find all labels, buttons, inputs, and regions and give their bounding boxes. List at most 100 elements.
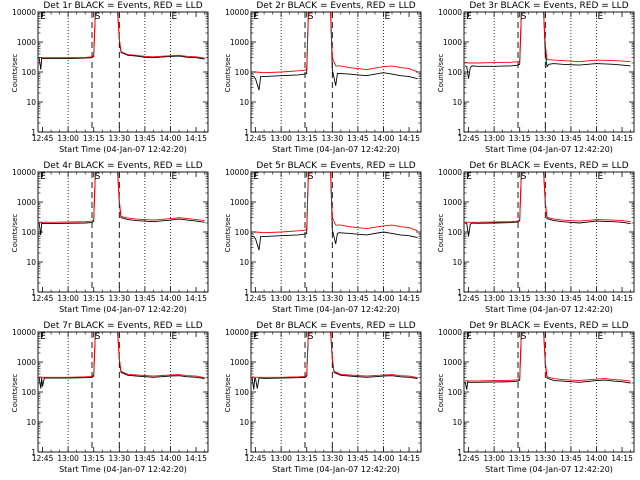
y-tick-label: 100 bbox=[448, 388, 463, 397]
y-tick-label: 10000 bbox=[12, 328, 36, 337]
y-tick-label: 10000 bbox=[12, 8, 36, 17]
time-marker-label: E bbox=[40, 12, 46, 22]
time-marker-label: E bbox=[40, 172, 46, 182]
chart-svg: 1 10 100 1000 10000 12:45 13:00 13:15 13:30 13:45… bbox=[12, 328, 209, 463]
y-tick-label: 1000 bbox=[17, 38, 36, 47]
x-tick-label: 13:00 bbox=[270, 454, 292, 463]
y-tick-label: 10000 bbox=[225, 328, 249, 337]
panel-title: Det 2r BLACK = Events, RED = LLD bbox=[256, 1, 416, 11]
x-tick-label: 13:15 bbox=[83, 454, 105, 463]
plot-frame bbox=[463, 11, 635, 133]
panel-title: Det 7r BLACK = Events, RED = LLD bbox=[43, 321, 203, 331]
y-tick-label: 1 bbox=[31, 288, 36, 297]
y-tick-label: 10000 bbox=[12, 168, 36, 177]
x-tick-label: 13:00 bbox=[57, 134, 79, 143]
x-tick-label: 13:15 bbox=[83, 294, 105, 303]
y-tick-label: 1000 bbox=[17, 358, 36, 367]
x-tick-label: 14:00 bbox=[160, 294, 182, 303]
chart-svg: 1 10 100 1000 10000 12:45 13:00 13:15 13:30 13:45… bbox=[225, 168, 422, 303]
x-tick-label: 12:45 bbox=[245, 294, 267, 303]
x-tick-label: 13:45 bbox=[134, 294, 156, 303]
detector-panel: 1 10 100 1000 10000 12:45 13:00 13:15 13:30 13:45… bbox=[426, 0, 639, 160]
series-line-events bbox=[38, 332, 205, 389]
time-marker-label: E bbox=[597, 332, 603, 342]
y-tick-label: 100 bbox=[22, 68, 37, 77]
x-tick-label: 14:00 bbox=[373, 134, 395, 143]
x-tick-label: 13:30 bbox=[108, 134, 130, 143]
x-tick-label: 14:15 bbox=[611, 294, 633, 303]
detector-panel: 1 10 100 1000 10000 12:45 13:00 13:15 13:30 13:45… bbox=[213, 0, 426, 160]
x-tick-label: 13:45 bbox=[347, 454, 369, 463]
panel-title: Det 9r BLACK = Events, RED = LLD bbox=[469, 321, 629, 331]
x-tick-label: 13:45 bbox=[560, 134, 582, 143]
chart-svg: 1 10 100 1000 10000 12:45 13:00 13:15 13:30 13:45… bbox=[225, 8, 422, 143]
y-tick-label: 10000 bbox=[438, 8, 462, 17]
x-tick-label: 12:45 bbox=[32, 134, 54, 143]
series-line-events bbox=[464, 332, 631, 390]
x-tick-label: 13:00 bbox=[483, 134, 505, 143]
time-marker-label: S bbox=[308, 172, 314, 182]
x-tick-label: 12:45 bbox=[245, 454, 267, 463]
time-marker-label: E bbox=[597, 172, 603, 182]
series-line-lld bbox=[252, 332, 418, 379]
x-tick-label: 14:00 bbox=[586, 134, 608, 143]
time-marker-label: E bbox=[171, 12, 177, 22]
y-tick-label: 1000 bbox=[443, 198, 462, 207]
plot-frame bbox=[463, 331, 635, 453]
x-tick-label: 13:15 bbox=[296, 294, 318, 303]
y-tick-label: 10 bbox=[239, 98, 249, 107]
time-marker-label: S bbox=[95, 332, 101, 342]
time-marker-label: E bbox=[597, 12, 603, 22]
x-tick-label: 12:45 bbox=[458, 134, 480, 143]
y-tick-label: 10 bbox=[26, 418, 36, 427]
x-tick-label: 13:00 bbox=[483, 454, 505, 463]
x-tick-label: 13:00 bbox=[57, 294, 79, 303]
time-marker-label: E bbox=[384, 172, 390, 182]
detector-panel: 1 10 100 1000 10000 12:45 13:00 13:15 13:30 13:45… bbox=[0, 160, 213, 320]
time-marker-label: S bbox=[521, 12, 527, 22]
y-tick-label: 100 bbox=[235, 228, 250, 237]
chart-svg: 1 10 100 1000 10000 12:45 13:00 13:15 13:30 13:45… bbox=[438, 328, 635, 463]
x-tick-label: 14:15 bbox=[398, 294, 420, 303]
y-axis-label: Counts/sec bbox=[224, 53, 232, 93]
y-tick-label: 1 bbox=[244, 448, 249, 457]
y-tick-label: 100 bbox=[22, 388, 37, 397]
time-marker-label: S bbox=[95, 12, 101, 22]
x-tick-label: 12:45 bbox=[32, 454, 54, 463]
y-tick-label: 1 bbox=[457, 448, 462, 457]
y-tick-label: 10 bbox=[26, 258, 36, 267]
x-tick-label: 13:00 bbox=[270, 294, 292, 303]
plot-frame bbox=[37, 171, 209, 293]
time-marker-label: E bbox=[171, 332, 177, 342]
plot-frame bbox=[250, 331, 422, 453]
x-axis-label: Start Time (04-Jan-07 12:42:20) bbox=[272, 145, 400, 154]
time-marker-label: E bbox=[466, 172, 472, 182]
y-tick-label: 10000 bbox=[438, 328, 462, 337]
panel-title: Det 3r BLACK = Events, RED = LLD bbox=[469, 1, 629, 11]
detector-panel: 1 10 100 1000 10000 12:45 13:00 13:15 13:30 13:45… bbox=[426, 160, 639, 320]
x-axis-label: Start Time (04-Jan-07 12:42:20) bbox=[59, 145, 187, 154]
time-marker-label: S bbox=[308, 12, 314, 22]
x-tick-label: 13:45 bbox=[134, 454, 156, 463]
series-line-events bbox=[464, 12, 631, 79]
detector-panel: 1 10 100 1000 10000 12:45 13:00 13:15 13:30 13:45… bbox=[426, 320, 639, 480]
y-axis-label: Counts/sec bbox=[11, 53, 19, 93]
x-tick-label: 12:45 bbox=[245, 134, 267, 143]
y-tick-label: 1000 bbox=[230, 38, 249, 47]
x-tick-label: 13:45 bbox=[347, 134, 369, 143]
x-tick-label: 14:00 bbox=[373, 294, 395, 303]
y-tick-label: 10000 bbox=[225, 168, 249, 177]
series-line-lld bbox=[465, 332, 631, 382]
y-tick-label: 1000 bbox=[230, 358, 249, 367]
y-axis-label: Counts/sec bbox=[224, 213, 232, 253]
x-tick-label: 14:00 bbox=[373, 454, 395, 463]
plot-frame bbox=[37, 11, 209, 133]
y-tick-label: 1 bbox=[31, 448, 36, 457]
y-tick-label: 100 bbox=[235, 68, 250, 77]
x-tick-label: 13:45 bbox=[134, 134, 156, 143]
x-tick-label: 14:00 bbox=[160, 454, 182, 463]
time-marker-label: E bbox=[253, 332, 259, 342]
panel-title: Det 6r BLACK = Events, RED = LLD bbox=[469, 161, 629, 171]
x-tick-label: 13:30 bbox=[534, 454, 556, 463]
x-tick-label: 13:15 bbox=[509, 134, 531, 143]
